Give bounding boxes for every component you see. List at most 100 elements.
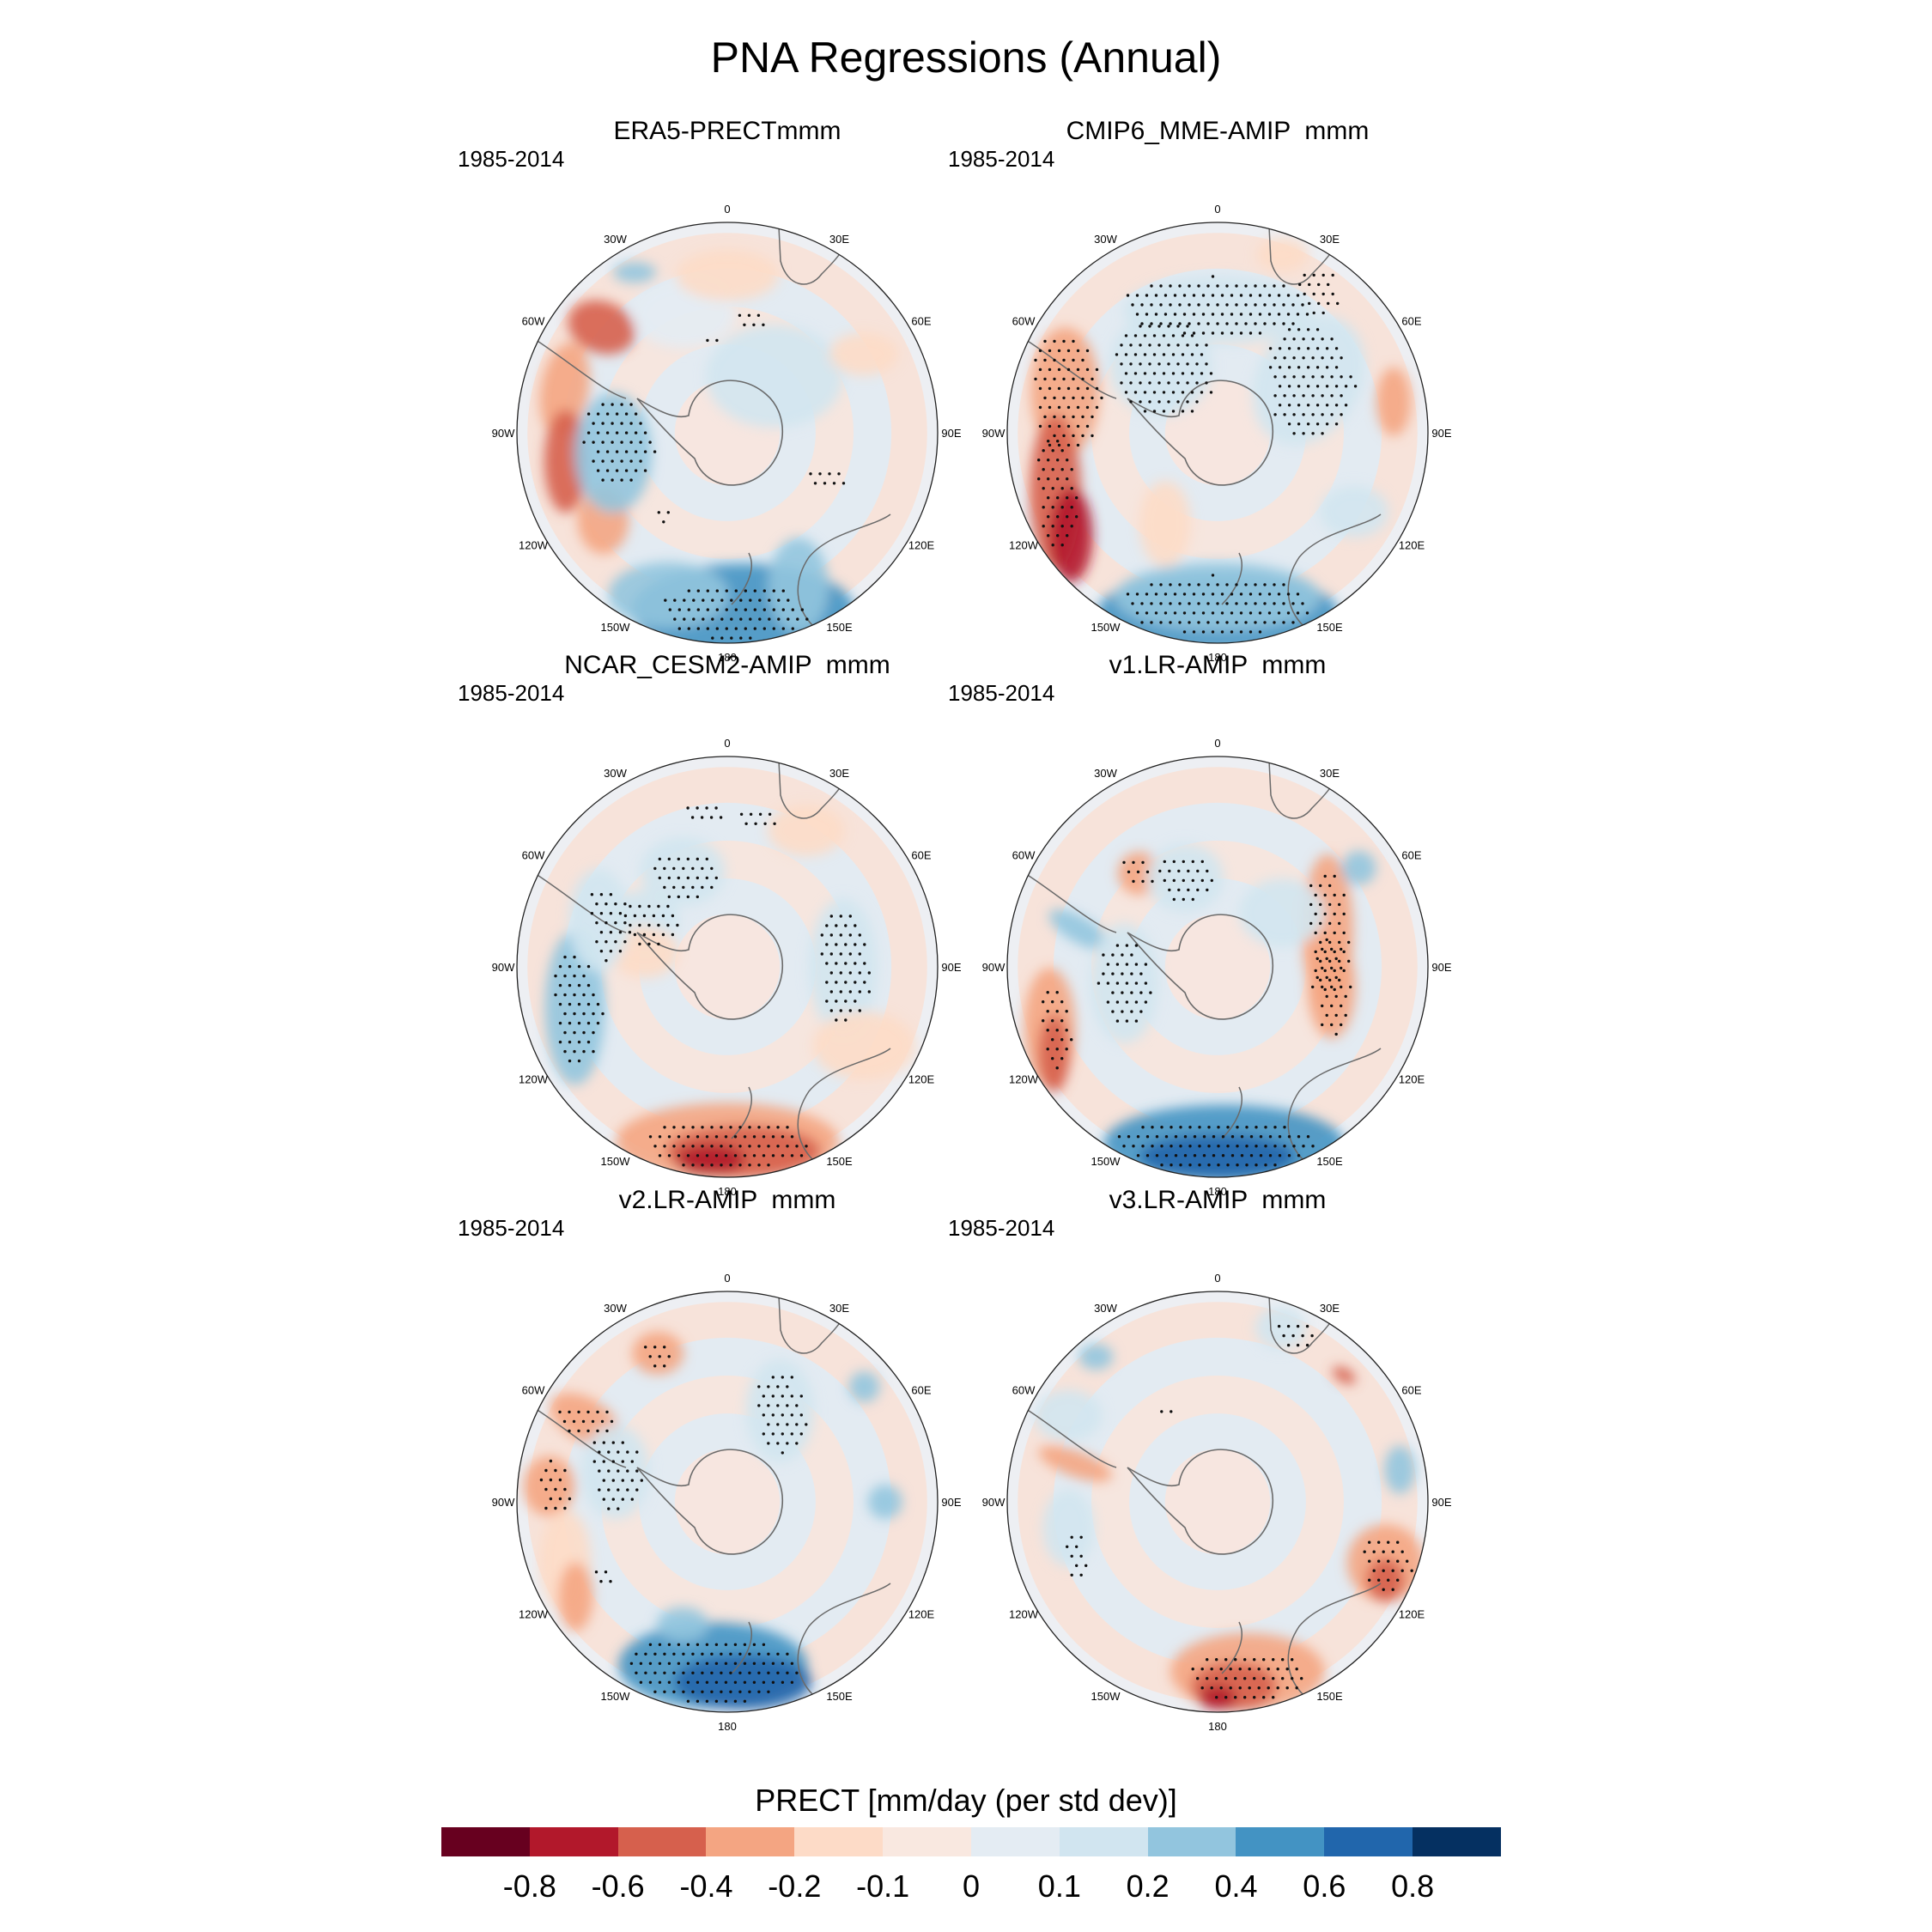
coastline — [731, 1621, 752, 1674]
significance-dot — [1328, 940, 1332, 945]
significance-dot — [1295, 1668, 1298, 1671]
significance-dot — [1195, 400, 1199, 404]
significance-dot — [863, 981, 866, 984]
significance-dot — [1244, 284, 1248, 288]
significance-dot — [1287, 385, 1291, 388]
significance-dot — [599, 893, 604, 896]
longitude-label: 30E — [829, 1302, 849, 1315]
significance-dot — [629, 459, 633, 463]
significance-dot — [558, 1497, 562, 1501]
panel-period: 1985-2014 — [948, 680, 1055, 706]
significance-dot — [1192, 592, 1196, 596]
significance-dot — [639, 1680, 643, 1684]
significance-dot — [1152, 372, 1157, 375]
anomaly-region — [1239, 878, 1326, 947]
significance-dot — [1238, 1668, 1242, 1671]
antarctica-coastline — [1127, 1449, 1274, 1555]
panel-period: 1985-2014 — [948, 146, 1055, 172]
significance-dot — [1220, 313, 1224, 316]
significance-dot — [748, 1145, 751, 1148]
significance-dot — [1152, 410, 1157, 413]
significance-dot — [1303, 273, 1306, 277]
significance-dot — [1122, 860, 1126, 865]
significance-dot — [667, 1680, 671, 1684]
significance-dot — [1410, 1569, 1413, 1572]
panel-title: v3.LR-AMIP mmm — [1109, 1186, 1327, 1214]
significance-dot — [639, 440, 642, 444]
significance-dot — [663, 1126, 666, 1129]
significance-dot — [1075, 1545, 1078, 1548]
significance-dot — [1230, 630, 1234, 634]
significance-dot — [586, 1021, 591, 1025]
significance-dot — [1239, 630, 1243, 634]
significance-dot — [1047, 440, 1050, 443]
significance-dot — [1206, 602, 1210, 605]
significance-dot — [1340, 356, 1343, 360]
significance-dot — [1171, 372, 1176, 375]
significance-dot — [663, 1690, 666, 1693]
significance-dot — [1048, 368, 1052, 372]
significance-dot — [1309, 921, 1313, 926]
significance-dot — [1306, 328, 1310, 331]
significance-dot — [701, 1652, 704, 1656]
significance-dot — [653, 1652, 657, 1656]
significance-dot — [1188, 1163, 1192, 1167]
significance-dot — [1095, 405, 1099, 410]
significance-dot — [1286, 1343, 1291, 1347]
significance-dot — [714, 876, 718, 880]
significance-dot — [658, 1643, 662, 1646]
significance-dot — [623, 940, 627, 944]
significance-dot — [605, 450, 610, 453]
significance-dot — [1321, 1004, 1324, 1008]
significance-dot — [1240, 1154, 1244, 1157]
significance-dot — [672, 1652, 676, 1656]
significance-dot — [1200, 878, 1204, 883]
significance-dot — [658, 857, 661, 861]
significance-dot — [1201, 630, 1206, 634]
significance-dot — [1238, 1686, 1242, 1690]
significance-dot — [573, 955, 576, 959]
significance-dot — [1051, 1038, 1054, 1042]
significance-dot — [696, 589, 700, 592]
longitude-label: 30W — [1094, 1302, 1117, 1315]
significance-dot — [1055, 1066, 1059, 1070]
significance-dot — [1150, 322, 1153, 325]
significance-dot — [1328, 921, 1332, 926]
significance-dot — [1200, 372, 1204, 375]
significance-dot — [1144, 1000, 1148, 1004]
significance-dot — [635, 1450, 639, 1454]
significance-dot — [1282, 322, 1285, 325]
significance-dot — [1302, 1145, 1305, 1148]
significance-dot — [1148, 362, 1151, 366]
significance-dot — [1285, 1686, 1289, 1690]
antarctica-coastline — [636, 914, 784, 1020]
significance-dot — [594, 1571, 598, 1574]
significance-dot — [1076, 349, 1080, 353]
significance-dot — [1282, 1334, 1285, 1338]
significance-dot — [1042, 1019, 1045, 1023]
significance-dot — [739, 636, 743, 640]
significance-dot — [1278, 1154, 1282, 1157]
significance-dot — [1321, 356, 1324, 360]
anomaly-region — [1048, 909, 1110, 951]
significance-dot — [1133, 372, 1138, 375]
significance-dot — [558, 983, 562, 987]
significance-dot — [572, 1419, 576, 1424]
significance-dot — [611, 422, 614, 425]
significance-dot — [1056, 496, 1060, 500]
significance-dot — [1076, 424, 1080, 428]
significance-dot — [1060, 1057, 1064, 1060]
significance-dot — [1162, 410, 1166, 413]
significance-dot — [1286, 611, 1291, 615]
significance-dot — [1267, 592, 1272, 596]
significance-dot — [1115, 353, 1119, 356]
significance-dot — [1396, 1540, 1400, 1544]
significance-dot — [1169, 284, 1172, 288]
significance-dot — [1182, 878, 1185, 883]
significance-dot — [686, 1662, 690, 1665]
significance-dot — [1236, 1126, 1239, 1129]
significance-dot — [757, 1145, 761, 1148]
anomaly-region — [568, 300, 635, 355]
significance-dot — [663, 1145, 666, 1148]
significance-dot — [1198, 1163, 1201, 1167]
